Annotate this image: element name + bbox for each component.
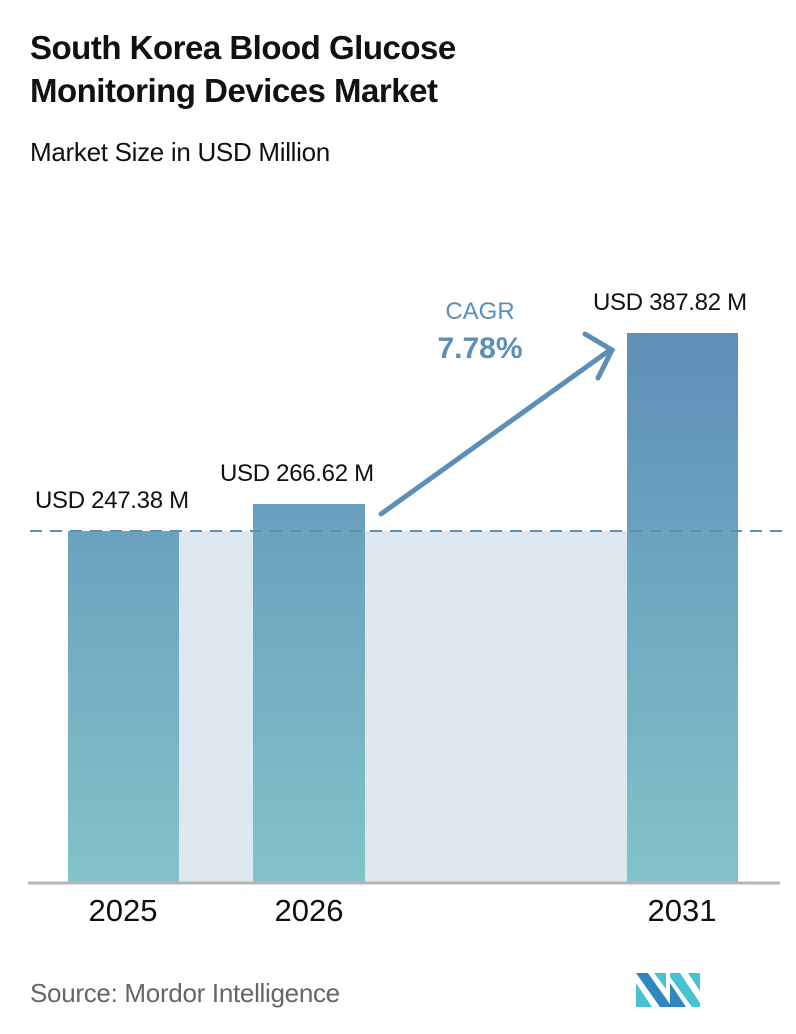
x-label-2026: 2026 <box>274 893 344 928</box>
cagr-title: CAGR <box>445 298 515 325</box>
chart-title: South Korea Blood Glucose Monitoring Dev… <box>30 26 456 112</box>
source-text: Source: Mordor Intelligence <box>30 978 340 1008</box>
x-label-2025: 2025 <box>88 893 158 928</box>
bar-2031 <box>627 333 738 882</box>
bar-label-2025: USD 247.38 M <box>35 487 189 514</box>
bar-label-2026: USD 266.62 M <box>220 460 374 487</box>
cagr-arrow-icon <box>378 331 616 517</box>
bar-2026 <box>253 504 365 882</box>
chart-subtitle: Market Size in USD Million <box>30 137 330 167</box>
cagr-value: 7.78% <box>437 332 523 365</box>
chart-title-line2: Monitoring Devices Market <box>30 72 438 109</box>
bar-2025 <box>68 531 179 882</box>
reference-band <box>68 531 738 882</box>
x-label-2031: 2031 <box>647 893 717 928</box>
chart-title-line1: South Korea Blood Glucose <box>30 29 456 66</box>
mordor-intelligence-logo-icon <box>636 973 700 1007</box>
bar-label-2031: USD 387.82 M <box>593 289 747 316</box>
